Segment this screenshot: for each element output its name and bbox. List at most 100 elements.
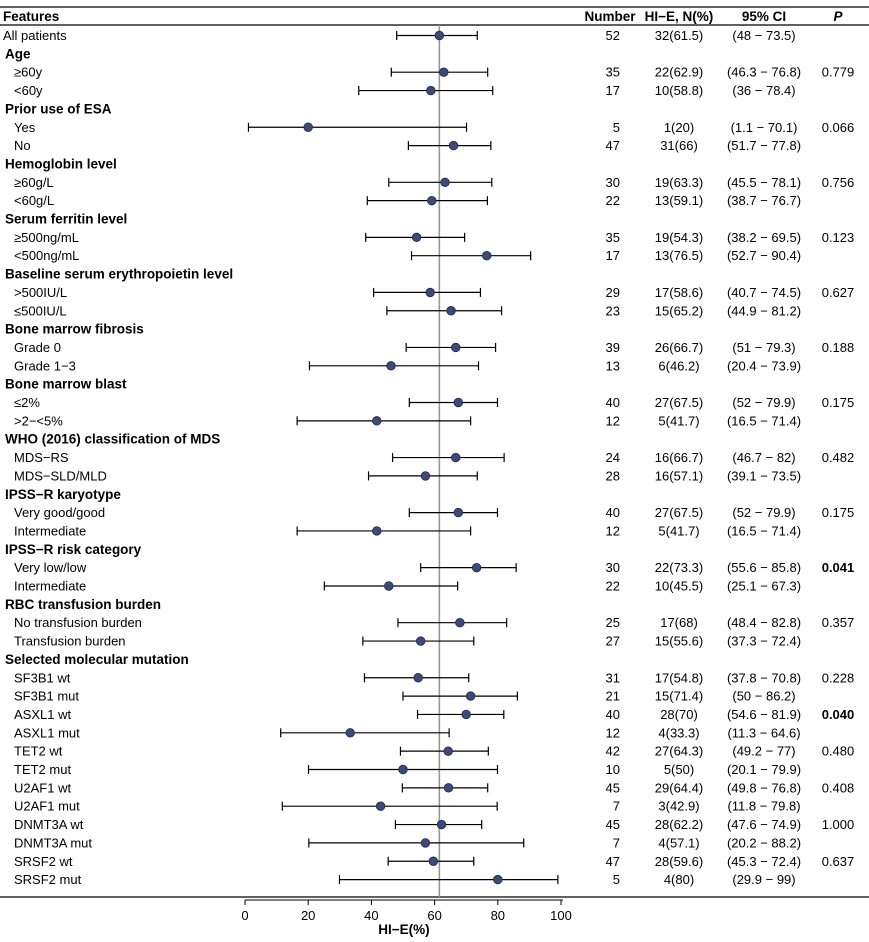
row-label: U2AF1 wt <box>14 780 71 795</box>
point-estimate <box>428 856 439 866</box>
row-label: ≥60g/L <box>14 175 54 190</box>
row-number: 45 <box>606 817 620 832</box>
header-number: Number <box>584 9 636 24</box>
row-hie: 13(76.5) <box>655 248 703 263</box>
row-ci: (55.6 − 85.8) <box>727 560 801 575</box>
point-estimate <box>415 636 426 646</box>
point-estimate <box>425 287 435 298</box>
row-label: <60y <box>14 83 43 98</box>
row-hie: 3(42.9) <box>658 799 699 814</box>
header-p: P <box>833 9 843 24</box>
group-label: Baseline serum erythropoietin level <box>5 267 233 282</box>
row-number: 52 <box>606 28 620 43</box>
x-axis-ticks: 0 20 40 60 80 100 <box>241 900 572 923</box>
row-ci: (20.1 − 79.9) <box>727 762 801 777</box>
header-hie: HI−E, N(%) <box>645 9 714 24</box>
row-hie: 28(62.2) <box>655 817 703 832</box>
point-estimate <box>398 764 408 775</box>
x-tick-label: 60 <box>427 908 441 923</box>
row-label: <60g/L <box>14 193 54 208</box>
point-estimate <box>420 838 431 848</box>
x-tick-label: 80 <box>491 908 505 923</box>
row-label: Grade 0 <box>14 340 61 355</box>
row-ci: (50 − 86.2) <box>732 689 795 704</box>
row-hie: 17(54.8) <box>655 670 703 685</box>
row-number: 7 <box>613 835 620 850</box>
row-number: 35 <box>606 230 620 245</box>
row-hie: 22(73.3) <box>655 560 703 575</box>
row-hie: 19(63.3) <box>655 175 703 190</box>
row-ci: (52.7 − 90.4) <box>727 248 801 263</box>
row-ci: (45.3 − 72.4) <box>727 854 801 869</box>
point-estimate <box>451 342 461 353</box>
row-label: <500ng/mL <box>14 248 79 263</box>
row-ci: (25.1 − 67.3) <box>727 579 801 594</box>
row-label: ≥60y <box>14 65 43 80</box>
row-label: ≤500IU/L <box>14 303 67 318</box>
point-estimate <box>471 562 482 573</box>
row-number: 22 <box>606 193 620 208</box>
row-ci: (54.6 − 81.9) <box>727 707 801 722</box>
point-estimate <box>345 728 355 738</box>
row-label: Transfusion burden <box>14 634 126 649</box>
point-estimate <box>440 177 450 188</box>
row-ci: (1.1 − 70.1) <box>731 120 798 135</box>
row-number: 12 <box>606 725 620 740</box>
row-hie: 32(61.5) <box>655 28 703 43</box>
header-ci: 95% CI <box>742 9 786 24</box>
point-estimate <box>372 416 382 426</box>
row-p-value: 0.188 <box>822 340 855 355</box>
row-hie: 5(41.7) <box>658 523 699 538</box>
row-p-value: 0.040 <box>822 707 855 722</box>
row-hie: 10(45.5) <box>655 579 703 594</box>
row-hie: 27(67.5) <box>655 505 703 520</box>
row-label: ≤2% <box>14 395 40 410</box>
row-ci: (46.7 − 82) <box>732 450 795 465</box>
row-hie: 17(58.6) <box>655 285 703 300</box>
row-number: 47 <box>606 138 620 153</box>
row-number: 47 <box>606 854 620 869</box>
x-tick-label: 40 <box>364 908 378 923</box>
row-hie: 13(59.1) <box>655 193 703 208</box>
row-ci: (16.5 − 71.4) <box>727 413 801 428</box>
row-number: 28 <box>606 468 620 483</box>
x-axis-label: HI−E(%) <box>378 922 429 937</box>
row-hie: 16(57.1) <box>655 468 703 483</box>
row-ci: (48.4 − 82.8) <box>727 615 801 630</box>
row-label: ASXL1 mut <box>14 725 80 740</box>
row-ci: (11.3 − 64.6) <box>727 725 800 740</box>
row-ci: (51.7 − 77.8) <box>727 138 801 153</box>
group-label: RBC transfusion burden <box>5 597 161 612</box>
row-ci: (46.3 − 76.8) <box>727 65 801 80</box>
x-tick-label: 100 <box>550 908 572 923</box>
point-estimate <box>372 526 382 536</box>
point-estimate <box>453 507 464 518</box>
row-number: 17 <box>606 248 620 263</box>
row-ci: (44.9 − 81.2) <box>727 303 801 318</box>
x-tick-label: 0 <box>241 908 248 923</box>
point-estimate <box>443 783 454 793</box>
row-ci: (40.7 − 74.5) <box>727 285 801 300</box>
point-estimate <box>427 195 437 206</box>
row-number: 23 <box>606 303 620 318</box>
group-label: IPSS−R risk category <box>5 542 142 557</box>
header-features: Features <box>3 9 59 24</box>
row-ci: (52 − 79.9) <box>732 505 795 520</box>
row-ci: (51 − 79.3) <box>732 340 795 355</box>
row-hie: 17(68) <box>660 615 698 630</box>
row-hie: 6(46.2) <box>658 358 699 373</box>
row-ci: (36 − 78.4) <box>732 83 795 98</box>
row-ci: (39.1 − 73.5) <box>727 468 801 483</box>
group-label: Serum ferritin level <box>5 212 127 227</box>
row-label: U2AF1 mut <box>14 799 80 814</box>
row-label: TET2 wt <box>14 744 63 759</box>
row-hie: 27(67.5) <box>655 395 703 410</box>
row-label: No transfusion burden <box>14 615 142 630</box>
row-label: All patients <box>3 28 67 43</box>
row-label: SF3B1 mut <box>14 689 79 704</box>
row-hie: 26(66.7) <box>655 340 703 355</box>
row-label: Intermediate <box>14 579 86 594</box>
row-number: 40 <box>606 707 620 722</box>
point-estimate <box>413 673 423 683</box>
row-hie: 15(65.2) <box>655 303 703 318</box>
